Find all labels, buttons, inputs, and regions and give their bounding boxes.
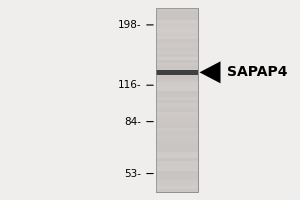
Text: 116-: 116- [117, 80, 141, 90]
Text: 53-: 53- [124, 169, 141, 179]
Text: 84-: 84- [124, 117, 141, 127]
Text: SAPAP4: SAPAP4 [226, 65, 287, 79]
Text: 198-: 198- [117, 20, 141, 30]
